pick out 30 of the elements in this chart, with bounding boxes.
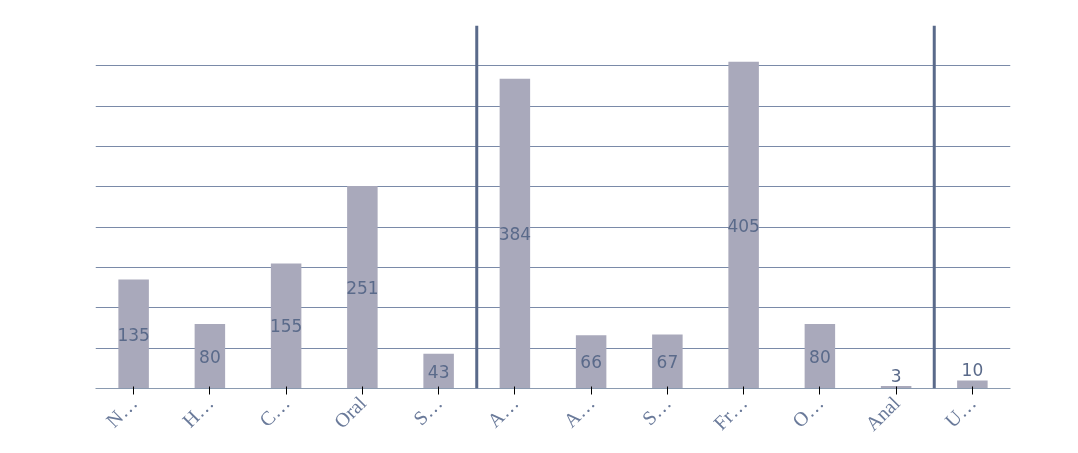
data-label: 135 (117, 324, 150, 345)
data-label: 67 (656, 351, 679, 372)
bar (728, 61, 759, 389)
data-label: 80 (199, 346, 221, 367)
x-tick-label: C… (254, 391, 294, 431)
data-label: 384 (498, 224, 532, 245)
data-label: 3 (890, 366, 902, 387)
data-label: 43 (427, 361, 450, 382)
bar (652, 334, 683, 389)
data-label: 251 (346, 277, 379, 298)
x-tick-label: A… (482, 391, 523, 432)
data-label: 80 (809, 346, 831, 367)
bar (118, 279, 149, 389)
x-tick-label: N… (101, 391, 142, 432)
x-tick-label: Fr… (709, 391, 752, 434)
data-label: 10 (961, 360, 984, 381)
x-tick-label: A… (558, 391, 599, 432)
bar (499, 78, 531, 389)
x-tick-label: H… (177, 391, 218, 432)
bar (957, 380, 988, 389)
data-label: 405 (727, 215, 760, 236)
x-tick-label: O… (787, 391, 828, 432)
x-tick-label: U… (940, 391, 981, 432)
bar (270, 263, 302, 389)
x-tick-label: S… (637, 391, 676, 430)
bar (347, 186, 378, 389)
data-label: 155 (269, 316, 303, 337)
x-tick-label: Oral (329, 391, 371, 433)
x-tick-label: S… (408, 391, 447, 430)
data-label: 66 (580, 352, 602, 373)
